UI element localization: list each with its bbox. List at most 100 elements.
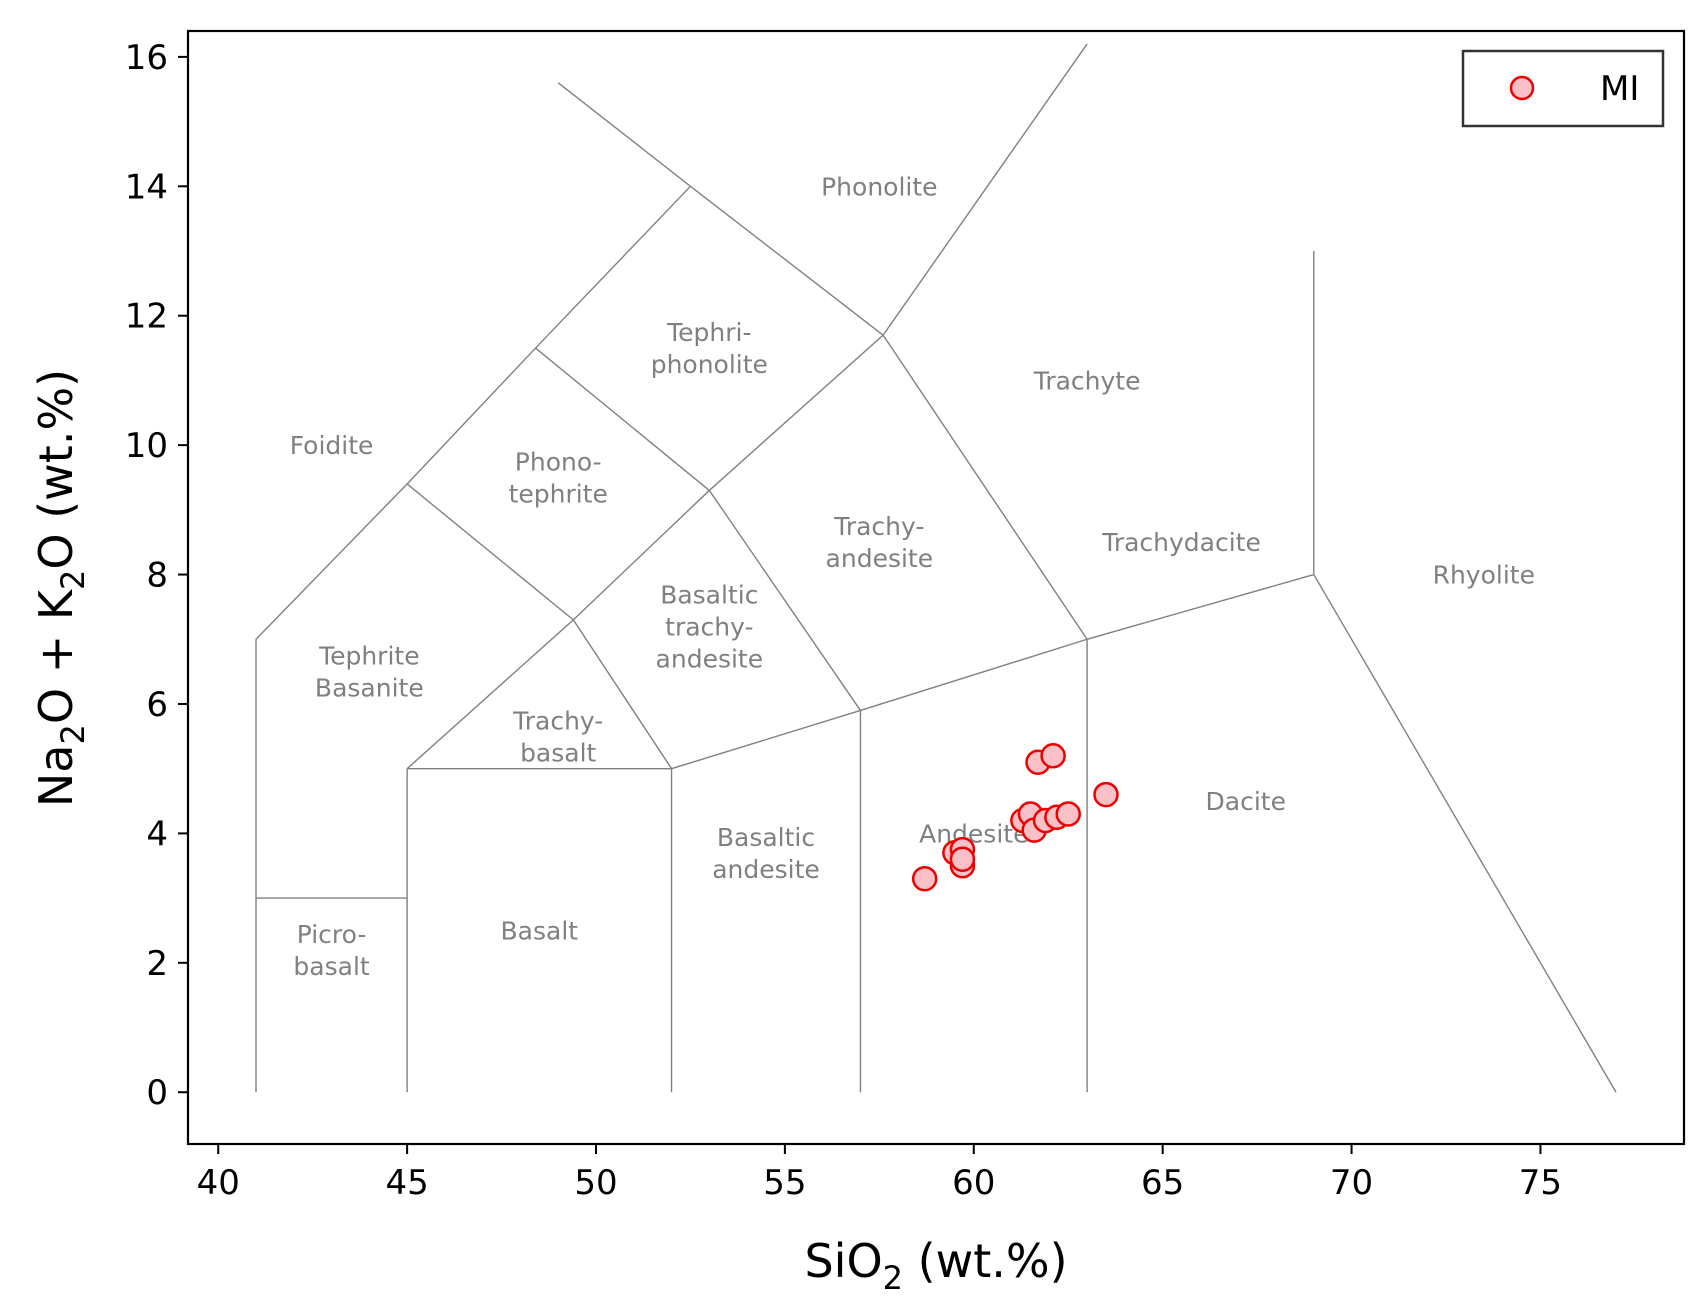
field-label-6: Trachydacite xyxy=(1101,528,1261,557)
field-boundary-21 xyxy=(882,334,1088,640)
field-label-1: Tephri-phonolite xyxy=(651,318,768,379)
field-boundary-3 xyxy=(535,185,691,349)
field-label-9: Basaltic trachy-andesite xyxy=(656,580,764,673)
field-boundaries xyxy=(255,43,1617,1093)
field-label-2: Foidite xyxy=(290,431,374,460)
data-points xyxy=(911,742,1119,892)
field-label-line: Foidite xyxy=(290,431,374,460)
field-label-0: Phonolite xyxy=(821,172,937,201)
field-label-12: Dacite xyxy=(1206,787,1286,816)
x-tick-label: 45 xyxy=(385,1163,428,1203)
field-boundary-4 xyxy=(557,82,691,187)
field-boundary-18 xyxy=(860,638,1088,712)
field-label-10: Trachy-basalt xyxy=(512,706,603,767)
x-tick-label: 55 xyxy=(763,1163,806,1203)
field-label-line: Picro- xyxy=(297,920,367,949)
legend-marker xyxy=(1509,75,1535,101)
field-boundary-14 xyxy=(690,185,884,336)
y-tick-label: 10 xyxy=(125,426,168,466)
field-boundary-16 xyxy=(671,709,861,770)
x-tick-label: 65 xyxy=(1141,1163,1184,1203)
field-boundary-23 xyxy=(1086,573,1314,640)
field-boundary-9 xyxy=(406,619,574,770)
field-label-line: Basalt xyxy=(501,916,579,945)
y-axis-title-subscript-a: 2 xyxy=(54,724,92,744)
x-tick-label: 40 xyxy=(197,1163,240,1203)
field-label-line: Basaltic xyxy=(660,580,758,609)
field-label-7: Rhyolite xyxy=(1433,561,1535,590)
x-axis-title-main: SiO xyxy=(804,1234,882,1288)
field-label-line: Rhyolite xyxy=(1433,561,1535,590)
y-tick-label: 8 xyxy=(146,556,168,596)
field-label-line: Tephri- xyxy=(666,318,751,347)
legend: MI xyxy=(1461,49,1665,128)
x-axis: 40 45 50 55 60 65 70 75 xyxy=(197,1144,1562,1203)
field-label-line: Phonolite xyxy=(821,172,937,201)
field-label-line: Dacite xyxy=(1206,787,1286,816)
field-label-line: Tephrite xyxy=(318,642,420,671)
y-tick-label: 4 xyxy=(146,814,168,854)
field-label-line: Trachy- xyxy=(512,706,603,735)
field-label-line: Basanite xyxy=(315,674,424,703)
y-tick-label: 16 xyxy=(125,38,168,78)
y-tick-label: 6 xyxy=(146,685,168,725)
data-point xyxy=(1093,781,1119,808)
field-label-13: Basaltic andesite xyxy=(712,823,820,884)
field-label-line: andesite xyxy=(656,644,764,673)
field-boundary-12 xyxy=(572,489,710,621)
field-label-line: tephrite xyxy=(509,479,608,508)
field-label-14: Basalt xyxy=(501,916,579,945)
legend-label: MI xyxy=(1600,69,1639,109)
plot-frame xyxy=(186,29,1686,1146)
x-tick-label: 50 xyxy=(574,1163,617,1203)
field-label-line: andesite xyxy=(712,855,820,884)
field-label-3: Phono-tephrite xyxy=(509,447,608,508)
data-point xyxy=(911,865,938,892)
y-tick-label: 0 xyxy=(146,1073,168,1113)
y-axis-title: Na2O + K2O (wt.%) xyxy=(29,369,92,807)
data-point xyxy=(1040,742,1066,769)
field-label-line: trachy- xyxy=(665,612,753,641)
y-tick-label: 14 xyxy=(125,167,168,207)
x-tick-label: 60 xyxy=(952,1163,995,1203)
x-axis-title-tail: (wt.%) xyxy=(903,1234,1068,1288)
field-boundary-22 xyxy=(882,43,1088,336)
field-label-4: Trachyte xyxy=(1033,366,1141,395)
field-label-line: Basaltic xyxy=(717,823,815,852)
y-axis-title-part-b: O + K xyxy=(29,588,83,724)
field-boundary-11 xyxy=(406,483,574,621)
data-point xyxy=(949,846,976,873)
y-axis-title-part-c: O (wt.%) xyxy=(29,369,83,570)
field-label-line: Trachy- xyxy=(833,512,924,541)
field-label-line: basalt xyxy=(520,738,596,767)
x-tick-label: 70 xyxy=(1330,1163,1373,1203)
field-label-line: phonolite xyxy=(651,350,768,379)
field-boundary-25 xyxy=(1313,574,1617,1093)
field-label-5: Trachy-andesite xyxy=(826,512,934,573)
y-tick-label: 12 xyxy=(125,297,168,337)
y-tick-label: 2 xyxy=(146,944,168,984)
x-axis-title-subscript: 2 xyxy=(883,1259,903,1297)
field-label-line: Trachyte xyxy=(1033,366,1141,395)
field-boundary-1 xyxy=(255,483,408,640)
y-axis-title-subscript-b: 2 xyxy=(54,570,92,590)
field-label-15: Picro-basalt xyxy=(293,920,369,981)
field-label-line: Andesite xyxy=(919,819,1028,848)
field-label-line: andesite xyxy=(826,544,934,573)
field-label-11: Andesite xyxy=(919,819,1028,848)
field-label-line: Phono- xyxy=(515,447,602,476)
field-label-line: Trachydacite xyxy=(1101,528,1261,557)
field-label-line: basalt xyxy=(293,952,369,981)
field-boundary-10 xyxy=(572,619,673,770)
legend-frame xyxy=(1461,49,1665,128)
field-boundary-15 xyxy=(535,347,710,491)
x-axis-title: SiO2 (wt.%) xyxy=(804,1234,1067,1297)
field-labels: Phonolite Tephri-phonolite Foidite Phono-te… xyxy=(290,172,1535,981)
field-boundary-13 xyxy=(708,334,884,491)
field-boundary-2 xyxy=(406,347,537,485)
y-axis-title-part-a: Na xyxy=(29,745,83,808)
x-tick-label: 75 xyxy=(1519,1163,1562,1203)
y-axis: 0 2 4 6 8 10 12 14 16 xyxy=(125,38,188,1113)
field-boundary-20 xyxy=(708,490,862,711)
